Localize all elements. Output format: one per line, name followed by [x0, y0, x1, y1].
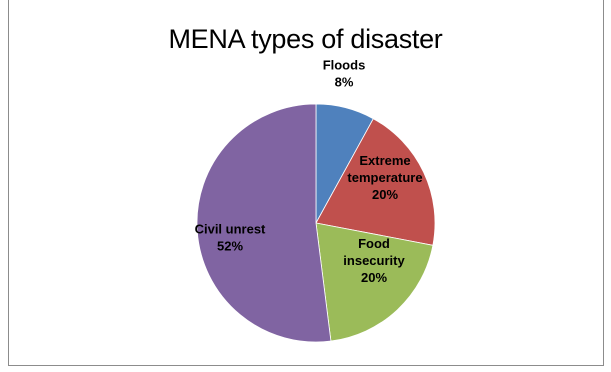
data-label-floods: Floods 8% — [323, 58, 366, 90]
chart-title: MENA types of disaster — [168, 24, 443, 54]
data-label-food-insecurity: Food insecurity 20% — [343, 236, 405, 285]
data-label-civil-unrest: Civil unrest 52% — [195, 222, 266, 254]
data-label-extreme-temperature: Extreme temperature 20% — [347, 153, 422, 202]
pie-slice-civil-unrest — [196, 103, 332, 343]
pie-slice-food-insecurity — [315, 222, 434, 342]
pie-slice-extreme-temperature — [315, 118, 436, 246]
